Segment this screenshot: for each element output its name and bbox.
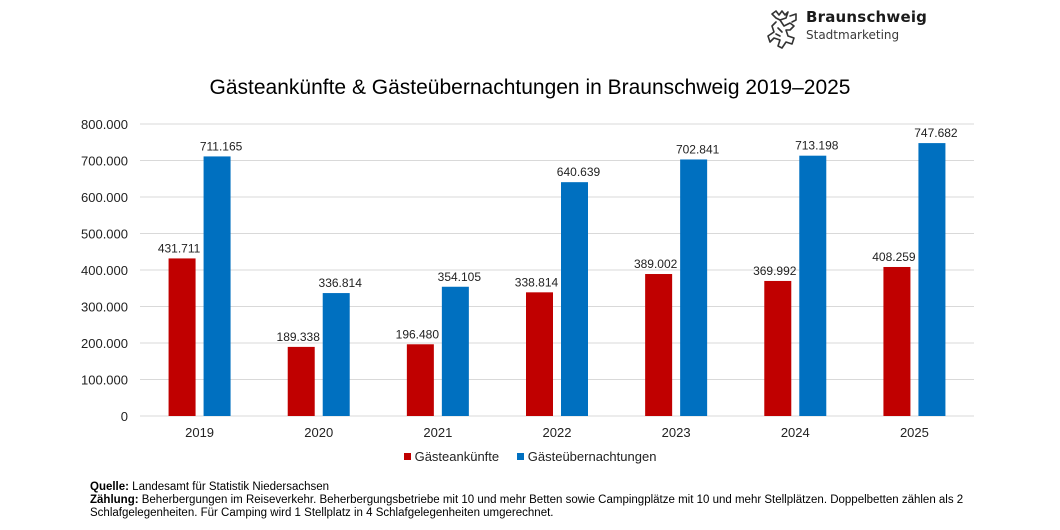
- x-tick-label: 2023: [662, 425, 691, 440]
- y-tick-label: 400.000: [81, 263, 128, 278]
- data-label-arrivals: 369.992: [753, 264, 797, 278]
- bar-arrivals: [764, 280, 792, 416]
- data-label-arrivals: 431.711: [158, 241, 201, 255]
- chart-title: Gästeankünfte & Gästeübernachtungen in B…: [209, 76, 851, 99]
- data-label-overnights: 336.814: [319, 276, 363, 290]
- legend-label-arrivals: Gästeankünfte: [414, 449, 500, 464]
- bars: [168, 143, 946, 417]
- gridlines: [140, 123, 974, 417]
- y-tick-label: 0: [121, 409, 128, 424]
- legend: Gästeankünfte Gästeübernachtungen: [0, 448, 1060, 464]
- bar-overnights: [441, 286, 469, 416]
- bar-overnights: [203, 156, 231, 416]
- count-line: Zählung: Beherbergungen im Reiseverkehr.…: [90, 494, 1040, 520]
- footer-notes: Quelle: Landesamt für Statistik Niedersa…: [90, 481, 1040, 520]
- legend-item-overnights: Gästeübernachtungen: [516, 449, 657, 464]
- source-label: Quelle:: [90, 481, 129, 493]
- data-label-overnights: 713.198: [795, 139, 839, 153]
- data-label-arrivals: 196.480: [396, 327, 440, 341]
- bar-arrivals: [406, 344, 434, 416]
- logo-title: Braunschweig: [806, 8, 928, 26]
- y-tick-label: 200.000: [81, 336, 128, 351]
- data-label-overnights: 354.105: [438, 270, 482, 284]
- data-label-arrivals: 189.338: [277, 330, 321, 344]
- y-tick-label: 800.000: [81, 117, 128, 132]
- brand-logo: Braunschweig Stadtmarketing: [766, 6, 928, 56]
- bar-arrivals: [645, 274, 673, 416]
- y-tick-label: 300.000: [81, 300, 128, 315]
- x-tick-label: 2019: [185, 425, 214, 440]
- bar-arrivals: [168, 258, 196, 416]
- y-tick-label: 700.000: [81, 154, 128, 169]
- legend-item-arrivals: Gästeankünfte: [403, 449, 500, 464]
- bar-overnights: [561, 182, 588, 416]
- legend-swatch-arrivals: [403, 453, 411, 460]
- bar-overnights: [918, 143, 946, 416]
- count-text: Beherbergungen im Reiseverkehr. Beherber…: [90, 494, 964, 519]
- x-tick-label: 2021: [423, 425, 452, 440]
- source-line: Quelle: Landesamt für Statistik Niedersa…: [90, 481, 1040, 494]
- source-text: Landesamt für Statistik Niedersachsen: [128, 481, 330, 493]
- data-label-overnights: 640.639: [557, 165, 601, 179]
- bar-arrivals: [883, 266, 911, 416]
- data-label-overnights: 747.682: [914, 126, 958, 140]
- count-label: Zählung:: [90, 494, 139, 506]
- bar-arrivals: [526, 292, 553, 416]
- y-axis-ticks: 0 100.000 200.000 300.000 400.000 500.000 600.…: [81, 117, 128, 424]
- logo-subtitle: Stadtmarketing: [806, 28, 900, 42]
- data-labels: 431.711 711.165 189.338 336.814 196.480 354.1…: [158, 126, 958, 344]
- legend-swatch-overnights: [516, 453, 524, 460]
- x-tick-label: 2025: [900, 425, 929, 440]
- x-axis-ticks: 2019 2020 2021 2022 2023 2024 2025: [185, 425, 929, 440]
- legend-label-overnights: Gästeübernachtungen: [527, 449, 657, 464]
- data-label-overnights: 711.165: [200, 139, 243, 153]
- x-tick-label: 2022: [543, 425, 572, 440]
- y-tick-label: 100.000: [81, 373, 128, 388]
- y-tick-label: 600.000: [81, 190, 128, 205]
- bar-overnights: [680, 159, 708, 417]
- bar-arrivals: [287, 346, 315, 416]
- y-tick-label: 500.000: [81, 227, 128, 242]
- data-label-arrivals: 408.259: [872, 250, 916, 264]
- bar-overnights: [799, 155, 827, 416]
- x-tick-label: 2020: [304, 425, 333, 440]
- lion-icon: [767, 10, 797, 49]
- x-tick-label: 2024: [781, 425, 810, 440]
- data-label-arrivals: 389.002: [634, 257, 678, 271]
- bar-overnights: [322, 293, 350, 416]
- data-label-arrivals: 338.814: [515, 275, 559, 289]
- data-label-overnights: 702.841: [676, 142, 720, 156]
